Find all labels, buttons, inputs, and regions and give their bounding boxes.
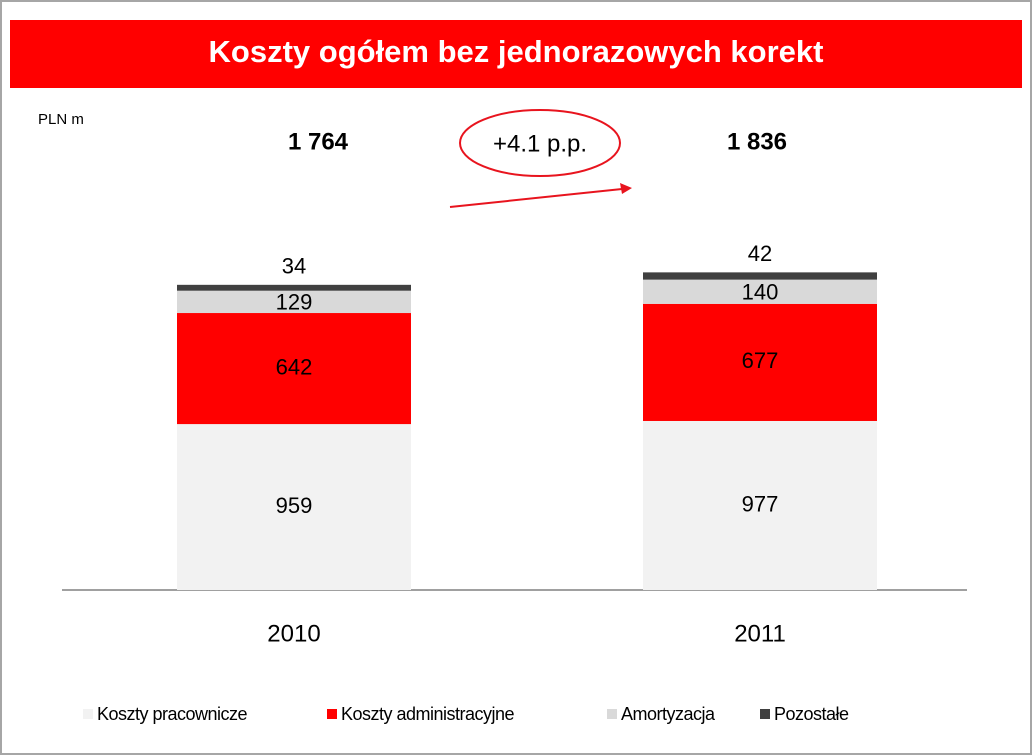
data-label: 642 [276, 354, 313, 379]
data-label: 140 [742, 280, 779, 305]
legend-label: Pozostałe [774, 704, 849, 724]
total-label: 1 764 [288, 128, 349, 155]
bar-segment [643, 420, 877, 590]
bar-segment [177, 424, 411, 590]
chart-title: Koszty ogółem bez jednorazowych korekt [209, 34, 824, 69]
legend-swatch [327, 709, 337, 719]
bar-segment [177, 313, 411, 425]
bar-segment [177, 284, 411, 291]
legend-swatch [760, 709, 770, 719]
change-ellipse [459, 109, 621, 177]
x-tick-label: 2010 [267, 620, 320, 647]
arrow-line [449, 188, 623, 208]
data-label: 959 [276, 493, 313, 518]
bar-segment [643, 272, 877, 280]
data-label: 977 [742, 491, 779, 516]
arrow-head [620, 183, 632, 194]
bar-segment [643, 303, 877, 421]
legend-label: Amortyzacja [621, 704, 716, 724]
data-label: 42 [748, 241, 772, 266]
legend-label: Koszty administracyjne [341, 704, 515, 724]
legend-swatch [607, 709, 617, 719]
data-label: 677 [742, 348, 779, 373]
data-label: 34 [282, 254, 306, 279]
bar-segment [177, 290, 411, 314]
title-bar [10, 20, 1022, 88]
x-tick-label: 2011 [734, 620, 786, 647]
total-label: 1 836 [727, 128, 787, 155]
bar-segment [643, 279, 877, 304]
unit-label: PLN m [38, 111, 84, 128]
change-label: +4.1 p.p. [493, 130, 587, 157]
legend-label: Koszty pracownicze [97, 704, 248, 724]
data-label: 129 [276, 290, 313, 315]
legend-swatch [83, 709, 93, 719]
